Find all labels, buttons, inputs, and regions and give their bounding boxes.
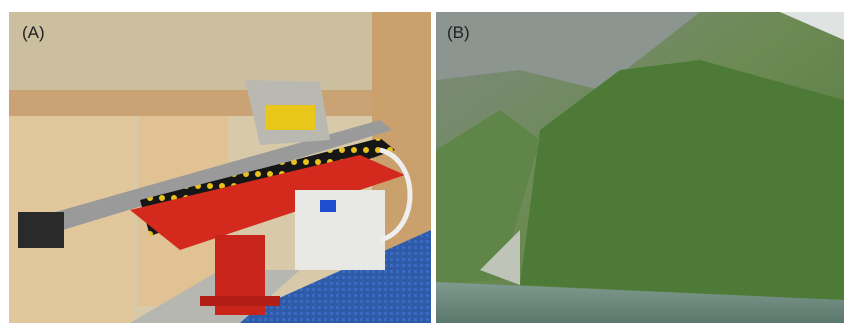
red-beam	[130, 155, 405, 250]
floor-grate	[190, 230, 431, 323]
rail	[20, 120, 392, 240]
plug	[320, 200, 336, 212]
upper-wall	[9, 12, 389, 92]
support-base	[200, 296, 280, 306]
fjord	[436, 282, 844, 323]
panel-label: (A)	[22, 23, 45, 42]
scree	[480, 230, 520, 285]
forest-left	[436, 110, 540, 285]
photo-a: (A)	[9, 12, 431, 323]
rock-face	[436, 12, 700, 90]
control-box	[295, 190, 385, 270]
panel-label: (B)	[447, 23, 470, 42]
sensor-label	[265, 105, 315, 130]
forest	[520, 60, 844, 300]
motor	[18, 212, 64, 248]
photo-b: (B)	[436, 12, 844, 323]
wood-rail	[9, 90, 389, 116]
cable	[379, 147, 413, 243]
